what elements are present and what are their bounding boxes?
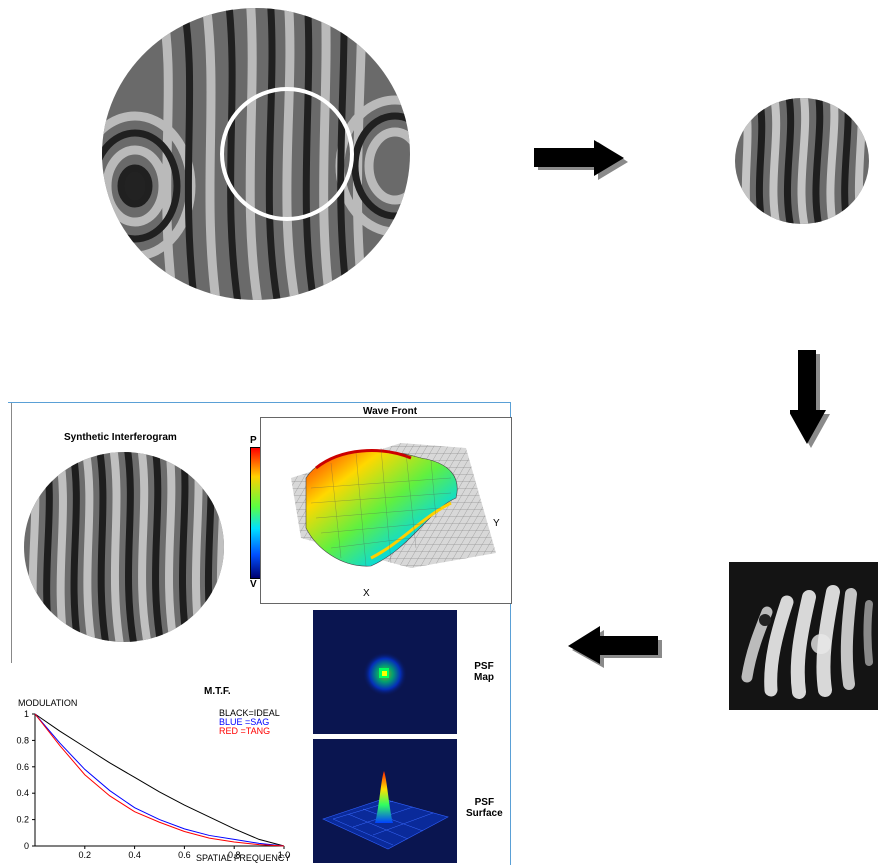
mtf-y-tick-label: 0.4 bbox=[16, 788, 29, 798]
mtf-y-tick-label: 0 bbox=[24, 841, 29, 851]
colorbar-valley-label: V bbox=[250, 579, 257, 590]
wavefront-plot: X Y bbox=[260, 417, 512, 604]
mtf-x-tick-label: 0.2 bbox=[79, 850, 92, 860]
wavefront-title: Wave Front bbox=[363, 406, 418, 417]
mtf-y-tick-label: 0.8 bbox=[16, 735, 29, 745]
psf-map-label: PSF Map bbox=[474, 661, 494, 683]
measured-interferogram-photo bbox=[729, 562, 878, 710]
mtf-series-tang bbox=[34, 713, 285, 847]
mtf-chart: 1 0.8 0.6 0.4 0.2 0 0.2 0.4 0.6 0.8 1.0 bbox=[16, 709, 291, 860]
large-interferogram bbox=[100, 6, 412, 302]
mtf-y-tick-label: 1 bbox=[24, 709, 29, 719]
synthetic-interferogram bbox=[23, 451, 225, 643]
panel-left-edge bbox=[8, 403, 12, 663]
legend-sag: BLUE =SAG bbox=[219, 717, 270, 727]
mtf-y-tick-label: 0.6 bbox=[16, 762, 29, 772]
arrow-left-icon bbox=[566, 626, 664, 668]
mtf-x-tick-label: 0.6 bbox=[178, 850, 191, 860]
synthetic-interferogram-title: Synthetic Interferogram bbox=[64, 432, 177, 443]
mtf-legend: BLACK=IDEAL BLUE =SAG RED =TANG bbox=[219, 709, 280, 736]
mtf-title: M.T.F. bbox=[204, 686, 231, 697]
arrow-right-icon bbox=[534, 140, 630, 180]
mtf-xlabel: SPATIAL FREQUENCY bbox=[196, 853, 291, 863]
mtf-series-sag bbox=[34, 713, 285, 847]
psf-map bbox=[313, 610, 457, 734]
mtf-x-tick-label: 1.0 bbox=[278, 850, 291, 860]
mtf-series-ideal bbox=[34, 713, 285, 847]
wavefront-y-axis-label: Y bbox=[493, 518, 500, 529]
psf-surface-label: PSF Surface bbox=[466, 797, 503, 819]
colorbar-peak-label: P bbox=[250, 435, 257, 446]
mtf-x-tick-label: 0.4 bbox=[128, 850, 141, 860]
analysis-panel: Synthetic Interferogram bbox=[8, 402, 512, 865]
arrow-down-icon bbox=[790, 350, 832, 450]
cropped-interferogram bbox=[733, 96, 871, 226]
mtf-x-tick-label: 0.8 bbox=[228, 850, 241, 860]
legend-tang: RED =TANG bbox=[219, 726, 271, 736]
psf-surface bbox=[313, 739, 457, 863]
mtf-ylabel: MODULATION bbox=[18, 698, 78, 708]
mtf-y-tick-label: 0.2 bbox=[16, 815, 29, 825]
wavefront-x-axis-label: X bbox=[363, 588, 370, 599]
legend-ideal: BLACK=IDEAL bbox=[219, 708, 280, 718]
